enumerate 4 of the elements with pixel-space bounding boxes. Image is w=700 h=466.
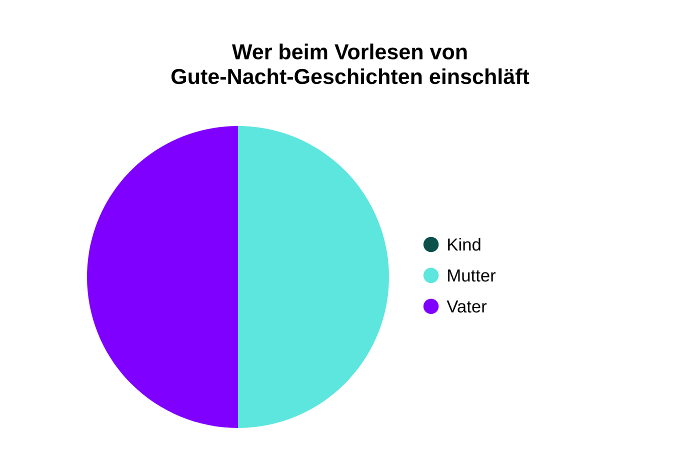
legend-label: Mutter xyxy=(448,270,496,282)
legend-label: Vater xyxy=(446,300,487,313)
legend-label: Kind xyxy=(448,238,480,251)
chart-title: Wer beim Vorlesen von Gute-Nacht-Geschichten einschläft xyxy=(171,44,530,84)
